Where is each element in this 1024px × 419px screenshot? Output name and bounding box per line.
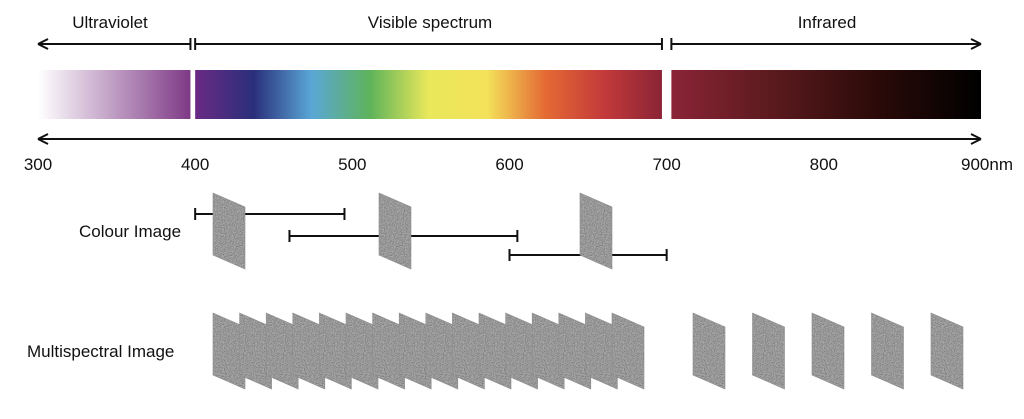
region-label-ultraviolet: Ultraviolet: [72, 13, 148, 32]
multispectral-visible-slice: [239, 312, 272, 390]
multispectral-visible-slice: [611, 312, 645, 390]
tick-label: 400: [181, 155, 209, 174]
colour-image-slice: [579, 192, 613, 270]
multispectral-infrared-slice: [930, 312, 964, 390]
axis-arrowhead-left: [37, 133, 49, 145]
arrowhead-left: [37, 38, 49, 50]
tick-label: 500: [338, 155, 366, 174]
multispectral-visible-slice: [398, 312, 432, 390]
axis-arrowhead-right: [970, 133, 982, 145]
multispectral-infrared-slice: [811, 312, 845, 390]
multispectral-visible-slice: [425, 312, 459, 390]
multispectral-visible-slice: [345, 312, 379, 390]
multispectral-visible-slice: [265, 312, 299, 390]
multispectral-visible-slice: [212, 312, 246, 390]
multispectral-infrared-slice: [871, 312, 904, 390]
tick-label: 700: [652, 155, 680, 174]
spectrum-bar: [38, 70, 981, 119]
multispectral-visible-slice: [292, 312, 326, 390]
tick-label: 800: [810, 155, 838, 174]
row-label-colour-image: Colour Image: [79, 222, 181, 241]
wavelength-axis: 300 400 500 600 700 800 900nm: [24, 133, 1013, 174]
visible-band: [195, 70, 662, 119]
region-arrows: Ultraviolet Visible spectrum Infrared: [37, 13, 982, 50]
multispectral-visible-slice: [558, 312, 592, 390]
multispectral-visible-slice: [452, 312, 485, 390]
multispectral-image-row: [212, 312, 964, 390]
tick-label: 900nm: [961, 155, 1013, 174]
multispectral-visible-slice: [372, 312, 405, 390]
colour-image-row: [194, 192, 668, 270]
tick-label: 300: [24, 155, 52, 174]
ultraviolet-band: [38, 70, 191, 119]
colour-image-slice: [212, 192, 246, 270]
multispectral-infrared-slice: [692, 312, 726, 390]
region-label-infrared: Infrared: [798, 13, 857, 32]
multispectral-visible-slice: [531, 312, 565, 390]
multispectral-visible-slice: [505, 312, 538, 390]
multispectral-infrared-slice: [752, 312, 785, 390]
row-label-multispectral-image: Multispectral Image: [27, 342, 174, 361]
multispectral-visible-slice: [478, 312, 512, 390]
multispectral-visible-slice: [319, 312, 352, 390]
arrowhead-right: [970, 38, 982, 50]
tick-label: 600: [495, 155, 523, 174]
infrared-band: [671, 70, 981, 119]
region-label-visible-spectrum: Visible spectrum: [368, 13, 492, 32]
multispectral-visible-slice: [585, 312, 618, 390]
colour-image-slice: [378, 192, 412, 270]
